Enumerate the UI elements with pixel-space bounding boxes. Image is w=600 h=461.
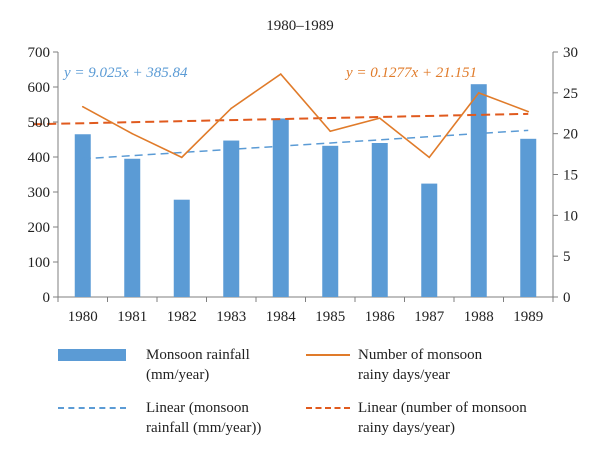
y-left-tick-label: 700 [28, 45, 51, 61]
y-left-tick-label: 500 [28, 115, 51, 131]
x-tick-label: 1987 [414, 309, 445, 325]
legend-item-trend-rainy-days: Linear (number of monsoon rainy days/year… [306, 398, 596, 442]
bar [470, 84, 487, 297]
bar [272, 118, 289, 297]
legend-label-line2: (mm/year) [146, 367, 210, 383]
bar [74, 134, 91, 297]
trend-equation-rainfall: y = 9.025x + 385.84 [62, 65, 188, 81]
bar [173, 199, 190, 297]
line-point [230, 107, 233, 110]
bar [124, 158, 141, 297]
x-tick-label: 1986 [365, 309, 396, 325]
y-right-tick-label: 15 [563, 168, 578, 184]
x-tick-label: 1983 [216, 309, 246, 325]
bar [322, 145, 339, 297]
x-tick-label: 1982 [167, 309, 197, 325]
bar [421, 183, 438, 297]
line-point [81, 105, 84, 108]
legend-item-trend-rainfall: Linear (monsoon rainfall (mm/year)) [58, 398, 298, 442]
legend-label-line2: rainfall (mm/year)) [146, 420, 262, 436]
line-point [527, 110, 530, 113]
y-right-tick-label: 30 [563, 45, 578, 61]
legend-label-line1: Monsoon rainfall [146, 347, 250, 363]
x-tick-label: 1989 [513, 309, 543, 325]
trendline-rainfall [82, 129, 529, 160]
bar [371, 143, 388, 297]
bars [74, 84, 537, 297]
chart-title: 1980–1989 [266, 18, 334, 34]
line-point [378, 117, 381, 119]
line-point [477, 92, 480, 94]
legend-label-line2: rainy days/year) [358, 420, 456, 436]
line-point [279, 73, 282, 75]
y-right-tick-label: 10 [563, 208, 578, 224]
x-tick-label: 1981 [117, 309, 147, 325]
y-left-tick-label: 600 [28, 80, 51, 96]
y-right-tick-label: 25 [563, 86, 578, 102]
legend-label-line1: Linear (number of monsoon [358, 400, 527, 416]
legend-item-rainfall: Monsoon rainfall (mm/year) [58, 345, 298, 389]
y-right-tick-label: 5 [563, 249, 571, 265]
legend-swatch-trend-rainfall [58, 407, 126, 409]
x-tick-label: 1985 [315, 309, 345, 325]
y-right-tick-label: 0 [563, 290, 571, 306]
x-tick-label: 1980 [68, 309, 98, 325]
x-tick-label: 1988 [464, 309, 494, 325]
trend-equation-rainy-days: y = 0.1277x + 21.151 [344, 65, 477, 81]
y-left-tick-label: 300 [28, 185, 51, 201]
legend-swatch-rainfall [58, 349, 126, 361]
legend-label-line2: rainy days/year [358, 367, 451, 383]
legend-item-rainy-days: Number of monsoon rainy days/year [306, 345, 596, 389]
trendlines [33, 112, 529, 160]
tick-labels: 0 100 200 300 400 500 600 700 0 5 10 15 20 25 30 1980 19… [28, 45, 579, 325]
line-point [329, 130, 332, 133]
legend-label-line1: Linear (monsoon [146, 400, 249, 416]
bar [520, 138, 537, 297]
y-left-tick-label: 100 [28, 255, 51, 271]
line-point [180, 156, 183, 159]
x-tick-label: 1984 [266, 309, 297, 325]
line-point [428, 156, 431, 159]
line-point [131, 132, 134, 135]
trendline-rainy-days [33, 112, 529, 126]
line-series [81, 72, 530, 159]
y-left-tick-label: 400 [28, 150, 51, 166]
y-right-tick-label: 20 [563, 127, 578, 143]
legend-label-line1: Number of monsoon [358, 347, 483, 363]
axes [53, 51, 558, 302]
bar [223, 140, 240, 297]
y-left-tick-label: 200 [28, 220, 51, 236]
y-left-tick-label: 0 [43, 290, 51, 306]
legend-swatch-trend-rainy-days [306, 407, 350, 409]
line-rainy-days [82, 72, 529, 159]
legend-swatch-rainy-days [306, 354, 350, 356]
